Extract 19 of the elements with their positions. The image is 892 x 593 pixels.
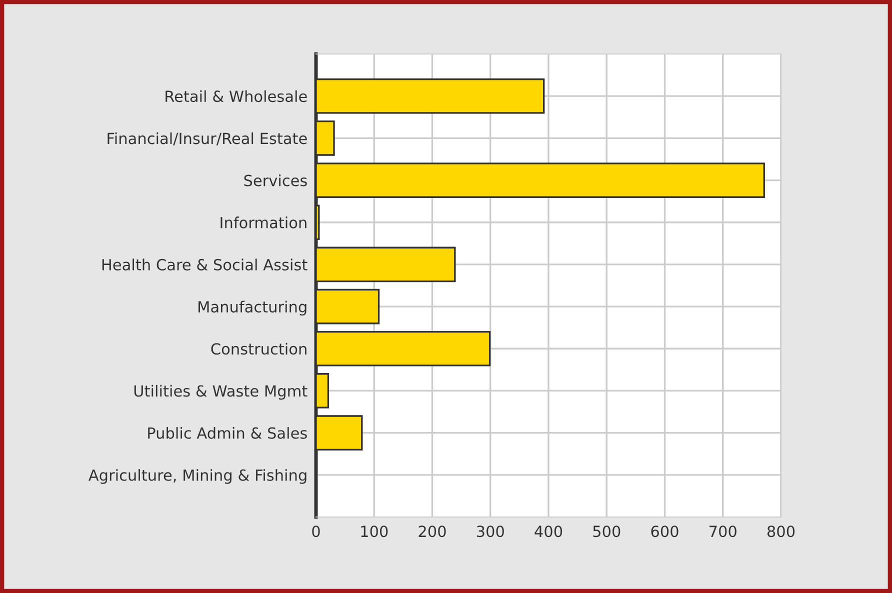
y-tick-label: Construction (211, 342, 306, 355)
y-tick-label: Agriculture, Mining & Fishing (88, 469, 306, 484)
x-tick-label: 600 (651, 526, 678, 538)
y-tick-label: Information (220, 216, 306, 228)
x-tick-label: 500 (593, 526, 620, 538)
y-tick-label: Health Care & Social Assist (102, 258, 308, 270)
y-tick-label: Manufacturing (198, 300, 306, 316)
x-tick-label: 700 (710, 526, 736, 538)
x-tick-label: 400 (534, 526, 562, 538)
x-tick-label: 100 (361, 526, 388, 538)
x-tick-label: 300 (476, 526, 504, 538)
x-tick-label: 0 (312, 526, 320, 538)
x-tick-label: 800 (767, 526, 795, 538)
y-tick-label: Services (244, 174, 307, 186)
y-tick-label: Public Admin & Sales (148, 427, 307, 439)
x-tick-label: 200 (418, 526, 446, 538)
y-tick-label: Utilities & Waste Mgmt (134, 384, 308, 400)
y-tick-label: Financial/Insur/Real Estate (108, 132, 307, 146)
y-tick-label: Retail & Wholesale (166, 90, 307, 102)
